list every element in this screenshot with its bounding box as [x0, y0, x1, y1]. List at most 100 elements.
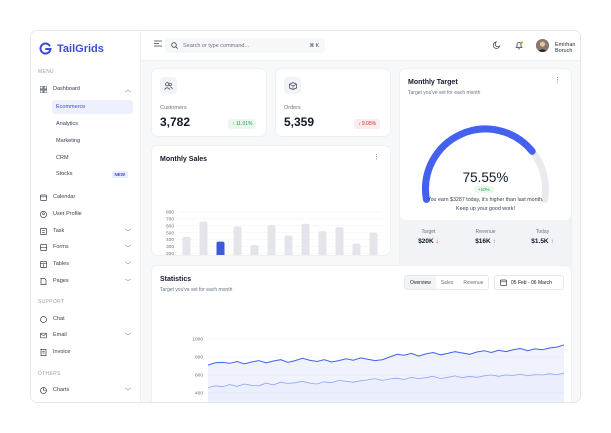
user-icon	[39, 210, 48, 218]
sidebar-item-calendar[interactable]: Calendar	[39, 190, 135, 204]
bar-y-tick-label: 400	[166, 237, 174, 243]
sidebar-item-label: Forms	[53, 244, 69, 250]
orders-value: 5,359	[284, 115, 315, 129]
monthly-sales-title: Monthly Sales	[160, 156, 208, 163]
search-placeholder: Search or type command...	[183, 42, 250, 49]
bar-y-tick-label: 700	[166, 217, 174, 223]
sidebar-item-tables[interactable]: Tables ﹀	[39, 257, 135, 271]
orders-card: Orders 5,359 ↓ 9.05%	[276, 69, 390, 136]
sidebar-item-label: Email	[53, 332, 67, 338]
sidebar-item-label: Task	[53, 228, 65, 234]
table-icon	[39, 260, 48, 268]
statistics-card: Statistics Target you've set for each mo…	[152, 266, 571, 402]
target-change-badge: +10%	[474, 186, 494, 193]
customers-value: 3,782	[160, 115, 191, 129]
area-y-tick-label: 600	[195, 373, 203, 379]
sidebar-item-forms[interactable]: Forms ﹀	[39, 240, 135, 254]
notification-bell-icon[interactable]	[515, 41, 523, 52]
area-fill-series-1	[208, 344, 564, 402]
sidebar-subitem-ecommerce[interactable]: Ecommerce	[52, 100, 133, 114]
task-icon	[39, 227, 48, 235]
bar-y-tick-label: 300	[166, 244, 174, 250]
arrow-up-icon: ↑	[492, 238, 496, 245]
sidebar-item-label: Pages	[53, 278, 69, 284]
chat-icon	[39, 315, 48, 323]
sidebar-subitem-marketing[interactable]: Marketing	[56, 138, 81, 144]
sidebar-item-charts[interactable]: Charts ﹀	[39, 383, 135, 397]
area-y-tick-label: 800	[195, 355, 203, 361]
footer-label: Target	[421, 229, 436, 235]
pages-icon	[39, 277, 48, 285]
footer-value-wrap: $16K ↑	[457, 238, 514, 245]
sidebar-item-label: Invoice	[53, 349, 71, 355]
area-line-series-1	[207, 344, 565, 366]
footer-value: $1.5K	[531, 238, 549, 245]
tab-revenue[interactable]: Revenue	[463, 279, 484, 286]
user-name[interactable]: Emirhan Boruch	[555, 42, 576, 54]
bar-jun	[267, 225, 276, 255]
footer-value: $20K	[418, 238, 434, 245]
target-gauge	[422, 125, 549, 203]
bar-mar	[216, 241, 225, 255]
sidebar-item-email[interactable]: Email ﹀	[39, 328, 135, 342]
brand-logo[interactable]: TailGrids	[39, 42, 104, 55]
sidebar-item-user-profile[interactable]: User Profile	[39, 207, 135, 221]
area-y-tick-label: 400	[195, 391, 203, 397]
sidebar-item-chat[interactable]: Chat	[39, 312, 135, 326]
invoice-icon	[39, 348, 48, 356]
tab-sales[interactable]: Sales	[440, 279, 454, 286]
sidebar-item-pages[interactable]: Pages ﹀	[39, 274, 135, 288]
bar-y-tick-label: 200	[166, 251, 174, 255]
chevron-down-icon: ﹀	[124, 388, 131, 395]
sidebar-item-label: User Profile	[53, 211, 82, 217]
statistics-subtitle: Target you've set for each month	[160, 287, 233, 293]
chevron-down-icon: ﹀	[124, 279, 131, 286]
sidebar-item-label: Chat	[53, 316, 65, 322]
section-label-others: OTHERS	[38, 371, 61, 377]
bar-feb	[199, 221, 208, 255]
bar-oct	[335, 227, 344, 255]
orders-label: Orders	[284, 105, 301, 111]
tailgrids-logo-icon	[39, 42, 52, 55]
chevron-down-icon: ﹀	[124, 262, 131, 269]
sidebar-subitem-crm[interactable]: CRM	[56, 155, 69, 161]
statistics-area-chart: 02004006008001000	[192, 337, 565, 402]
calendar-icon	[39, 194, 48, 201]
dark-mode-moon-icon[interactable]	[492, 41, 501, 51]
customers-label: Customers	[160, 105, 187, 111]
area-line-series-2	[207, 372, 565, 388]
app-window: TailGrids MENU Dashboard ︿ Ecommerce Ana…	[30, 30, 581, 403]
customers-change-badge: ↑ 11.01%	[228, 119, 257, 129]
sidebar-subitem-label: Stocks	[56, 171, 73, 177]
search-icon	[171, 42, 178, 49]
sidebar-subitem-stocks[interactable]: Stocks NEW	[52, 167, 133, 181]
sidebar-item-invoice[interactable]: Invoice	[39, 345, 135, 359]
monthly-target-subtitle: Target you've set for each month	[408, 90, 481, 96]
tab-overview[interactable]: Overview	[405, 276, 436, 289]
date-range-picker[interactable]: 05 Feb - 06 March	[494, 275, 564, 290]
sidebar-item-dashboard[interactable]: Dashboard ︿	[39, 82, 135, 96]
sidebar-subitem-analytics[interactable]: Analytics	[56, 121, 79, 127]
target-footer-revenue: Revenue $16K ↑	[457, 229, 514, 245]
target-percent: 75.55%	[462, 170, 509, 185]
section-label-support: SUPPORT	[38, 299, 65, 305]
avatar[interactable]	[536, 39, 549, 52]
statistics-tabs: Overview Sales Revenue	[404, 275, 490, 290]
grid-icon	[39, 85, 48, 93]
chart-icon	[39, 386, 48, 394]
sidebar-item-task[interactable]: Task ﹀	[39, 224, 135, 238]
users-icon	[160, 77, 177, 94]
search-shortcut: ⌘ K	[309, 42, 319, 49]
more-options-icon[interactable]: ⋮	[373, 154, 380, 161]
menu-toggle-icon[interactable]	[154, 40, 162, 49]
more-options-icon[interactable]: ⋮	[554, 77, 561, 84]
bar-sep	[318, 231, 327, 255]
area-y-tick-label: 1000	[192, 337, 203, 343]
statistics-title: Statistics	[160, 276, 192, 283]
bar-y-tick-label: 600	[166, 223, 174, 229]
bar-apr	[233, 226, 242, 255]
target-message-line1: You earn $3287 today, it's higher than l…	[427, 197, 544, 203]
brand-name: TailGrids	[57, 42, 104, 55]
bar-jan	[182, 236, 191, 255]
search-input[interactable]: Search or type command... ⌘ K	[165, 38, 325, 53]
